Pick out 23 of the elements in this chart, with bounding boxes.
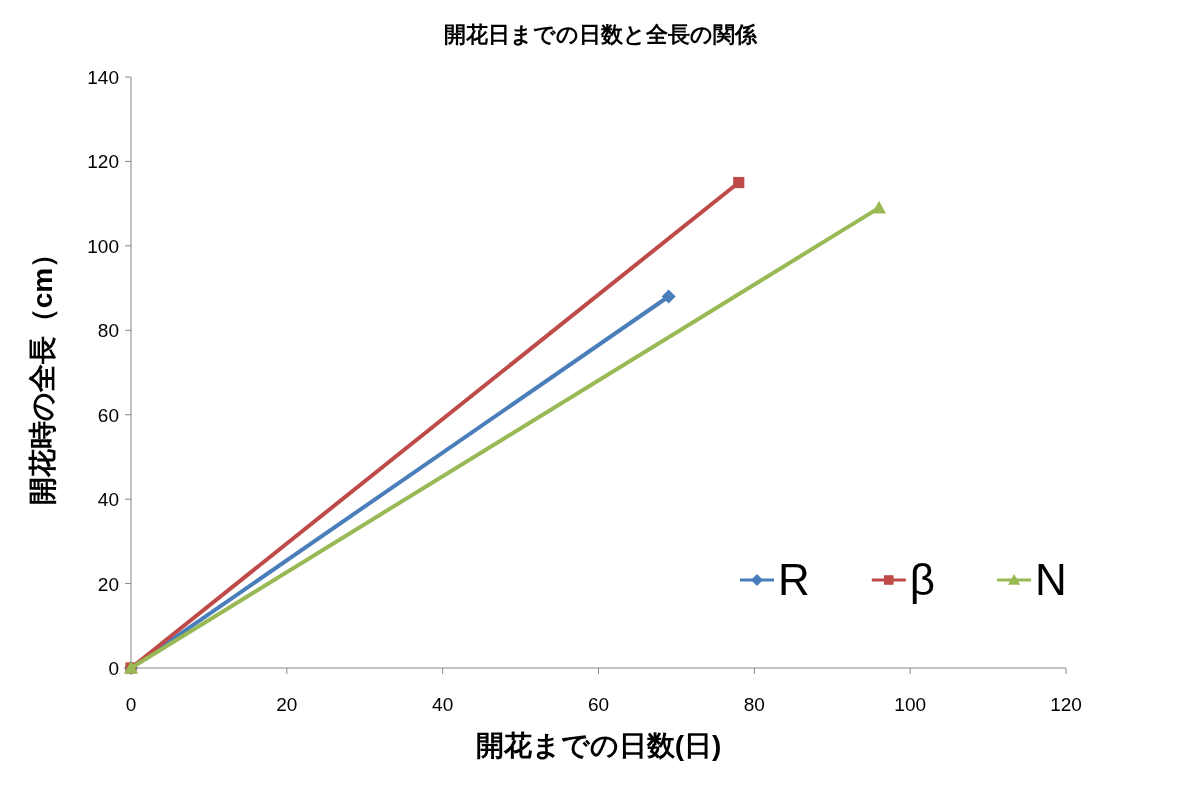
y-tick-label: 120 [87,151,119,173]
x-tick-label: 60 [587,694,610,715]
x-axis-title: 開花までの日数(日) [475,730,722,761]
y-tick-label: 40 [97,489,119,511]
x-tick-label: 100 [894,694,927,715]
x-tick-label: 20 [276,694,298,715]
y-tick-label: 0 [108,658,119,679]
x-tick-label: 120 [1050,694,1082,715]
point [661,289,676,304]
legend-label: β [909,555,936,604]
legend-label: R [778,555,810,604]
y-axis-title: 開花時の全長（cm） [27,239,58,506]
y-tick-label: 20 [97,573,119,595]
y-tick-label: 80 [97,320,119,342]
x-tick-label: 0 [125,694,137,715]
y-tick-label: 140 [87,67,119,88]
chart-title: 開花日までの日数と全長の関係 [443,22,758,47]
y-tick-label: 60 [97,404,119,426]
y-tick-label: 100 [87,235,119,257]
legend-label: N [1035,555,1067,604]
x-tick-label: 80 [743,694,765,715]
x-tick-label: 40 [432,694,454,715]
point [733,176,745,189]
